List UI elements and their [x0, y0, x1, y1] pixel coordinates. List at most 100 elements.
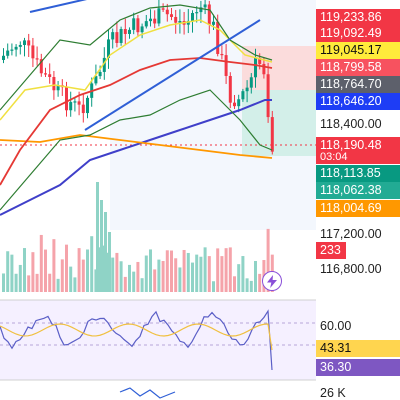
candle-body [81, 104, 85, 114]
volume-bar [94, 269, 98, 292]
volume-bar [266, 228, 270, 292]
volume-bar [52, 239, 56, 292]
candle-body [241, 91, 245, 100]
volume-bar [224, 248, 228, 292]
volume-bar [195, 254, 199, 292]
volume-bar [44, 249, 47, 292]
volume-bar [108, 232, 111, 292]
candle-body [195, 12, 199, 14]
price-tag: 118,799.58 [316, 59, 400, 76]
candle-body [262, 63, 266, 75]
candle-body [233, 102, 236, 107]
volume-bar [115, 252, 119, 292]
trendline-lower [84, 19, 261, 131]
volume-bar [77, 248, 81, 292]
candle-body [153, 18, 157, 24]
candle-body [2, 55, 5, 60]
volume-histogram [2, 182, 274, 292]
volume-bar [178, 267, 182, 292]
volume-bar [207, 256, 211, 292]
price-tag: 118,764.70 [316, 76, 400, 93]
volume-bar [27, 275, 31, 292]
candle-body [52, 77, 56, 91]
candle-body [254, 58, 257, 78]
candle-body [111, 32, 115, 40]
mid-ma-line [0, 57, 273, 186]
candlestick-chart[interactable] [0, 0, 316, 400]
volume-bar [165, 250, 169, 292]
candle-body [136, 18, 140, 33]
price-tag: 118,062.38 [316, 182, 400, 199]
candle-body [98, 71, 102, 77]
candle-body [18, 44, 22, 47]
candle-body [203, 4, 207, 8]
volume-bar [6, 251, 10, 292]
candle-body [119, 29, 123, 43]
candle-body [140, 26, 144, 33]
volume-bar [241, 256, 245, 292]
candle-body [73, 101, 77, 103]
oscillator-level-label: 60.00 [320, 319, 352, 333]
candle-body [178, 21, 182, 23]
volume-bar [245, 278, 249, 292]
candle-body [199, 7, 203, 13]
candle-body [44, 73, 47, 75]
volume-bar [23, 248, 26, 292]
indicator-lines [0, 0, 273, 399]
slow-ma-line [0, 99, 272, 216]
candle-body [220, 53, 224, 56]
volume-bar [81, 259, 85, 292]
volume-bar [191, 262, 194, 292]
candle-body [228, 75, 232, 103]
price-tag: 118,113.85 [316, 165, 400, 182]
candle-body [27, 40, 31, 46]
candle-body [77, 101, 81, 105]
volume-bar [170, 250, 173, 292]
candle-body [170, 14, 173, 17]
candle-body [132, 18, 136, 30]
price-label: 117,200.00 [320, 227, 382, 241]
oscillator-line [0, 309, 273, 371]
candle-body [94, 76, 98, 84]
candle-body [107, 39, 110, 58]
candle-body [23, 40, 26, 45]
volume-bar [149, 249, 152, 292]
candle-body [10, 49, 14, 51]
candle-body [216, 21, 220, 54]
volume-bar [161, 260, 165, 292]
trendline-upper [29, 0, 87, 13]
oscillator-pane [0, 300, 316, 380]
price-tag: 118,004.69 [316, 200, 400, 217]
candle-body [174, 16, 178, 23]
volume-last-tag: 233 [316, 242, 346, 259]
volume-bar [132, 271, 136, 292]
price-tag: 119,233.86 [316, 9, 400, 26]
candle-body [224, 55, 228, 76]
candle-body [249, 77, 253, 88]
volume-bar [31, 252, 35, 292]
bottom-pane-line [119, 387, 176, 399]
volume-bar [60, 259, 64, 292]
volume-bar [90, 236, 94, 292]
candle-body [14, 46, 18, 50]
candle-body [128, 29, 131, 34]
volume-bar [216, 248, 220, 292]
volume-bar [233, 276, 236, 292]
volume-bar [123, 276, 127, 292]
volume-bar [69, 266, 73, 292]
volume-bar [35, 273, 39, 292]
bar-countdown: 03:04 [316, 151, 400, 164]
position-target-zone [242, 90, 316, 156]
candle-body [165, 9, 169, 15]
volume-bar [10, 254, 14, 292]
volume-bar [56, 278, 60, 292]
candle-body [149, 18, 152, 22]
long-ma-line [0, 134, 273, 159]
price-scale[interactable]: 119,233.86 119,092.49 119,045.17 118,799.58… [316, 0, 400, 400]
alert-button[interactable] [262, 271, 282, 291]
volume-bar [100, 200, 103, 292]
volume-bar [136, 261, 140, 292]
volume-bar [237, 264, 241, 292]
lightning-icon [267, 274, 277, 288]
